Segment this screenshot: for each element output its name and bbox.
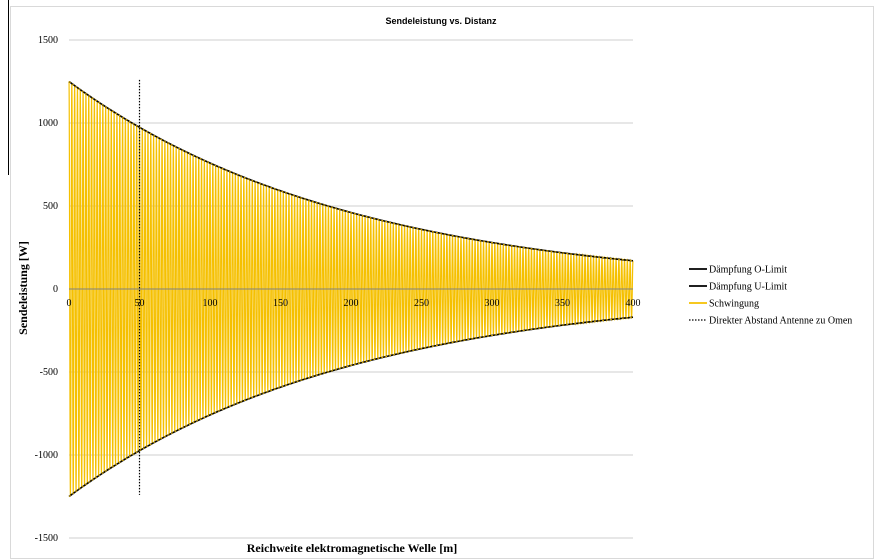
left-edge-strip <box>0 0 9 175</box>
legend-item: Dämpfung U-Limit <box>689 282 787 293</box>
x-tick-label: 50 <box>135 298 145 309</box>
series-daempfung-u-limit <box>68 316 634 498</box>
chart-title: Sendeleistung vs. Distanz <box>385 16 497 26</box>
x-tick-label: 150 <box>273 298 288 309</box>
x-axis-title: Reichweite elektromagnetische Welle [m] <box>247 541 458 555</box>
legend-label: Direkter Abstand Antenne zu Omen <box>709 316 852 327</box>
series-schwingung <box>68 81 634 496</box>
series-daempfung-u-limit-dash <box>68 316 634 497</box>
legend: Dämpfung O-Limit Dämpfung U-Limit Schwingu… <box>689 265 852 327</box>
legend-item: Dämpfung O-Limit <box>689 265 787 276</box>
y-tick-label: 1000 <box>38 118 58 129</box>
x-tick-label: 200 <box>344 298 359 309</box>
envelope-series <box>68 80 634 498</box>
x-tick-label: 100 <box>203 298 218 309</box>
legend-label: Dämpfung U-Limit <box>709 282 787 293</box>
y-tick-label: -1000 <box>35 450 58 461</box>
x-tick-label: 350 <box>555 298 570 309</box>
y-tick-label: -500 <box>40 367 58 378</box>
gridlines <box>69 39 633 539</box>
y-tick-label: 1500 <box>38 35 58 46</box>
y-tick-label: 0 <box>53 284 58 295</box>
y-tick-labels: 1500 1000 500 0 -500 -1000 -1500 <box>35 35 58 544</box>
legend-item: Direkter Abstand Antenne zu Omen <box>689 316 852 327</box>
legend-label: Dämpfung O-Limit <box>709 265 787 276</box>
y-tick-label: 500 <box>43 201 58 212</box>
legend-label: Schwingung <box>709 299 759 310</box>
series-daempfung-o-limit-dash <box>68 81 634 262</box>
x-tick-labels: 0 50 100 150 200 250 300 350 400 <box>67 298 641 309</box>
oscillation-series <box>68 81 634 496</box>
legend-item: Schwingung <box>689 299 759 310</box>
x-tick-label: 400 <box>626 298 641 309</box>
y-axis-title: Sendeleistung [W] <box>16 241 30 335</box>
x-tick-label: 300 <box>485 298 500 309</box>
y-tick-label: -1500 <box>35 533 58 544</box>
x-tick-label: 250 <box>414 298 429 309</box>
x-tick-label: 0 <box>67 298 72 309</box>
